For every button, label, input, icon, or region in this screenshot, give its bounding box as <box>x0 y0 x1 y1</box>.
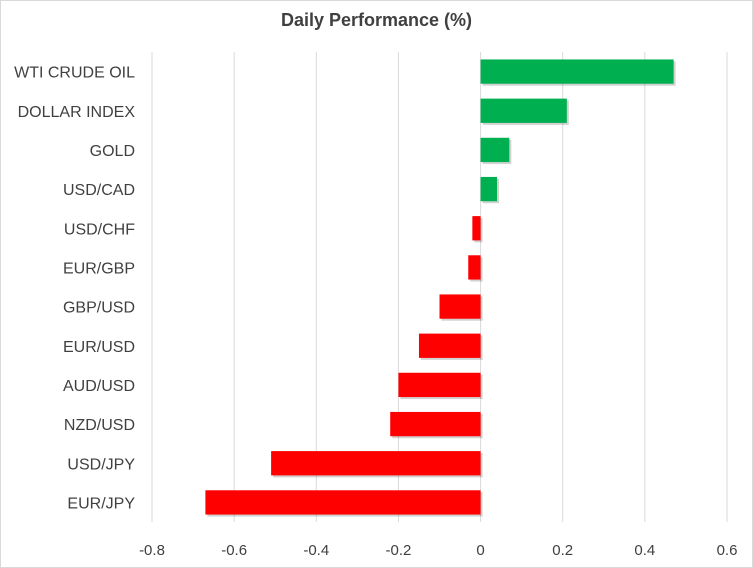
bars <box>205 59 676 517</box>
chart-title: Daily Performance (%) <box>280 10 473 30</box>
bar <box>480 98 567 123</box>
bar <box>480 137 510 163</box>
category-label: EUR/USD <box>63 339 135 356</box>
bar <box>480 59 674 84</box>
bar <box>390 411 481 437</box>
bar <box>472 216 481 241</box>
category-label: USD/CAD <box>63 182 135 199</box>
tick-label: 0.4 <box>634 542 655 559</box>
tick-label: -0.6 <box>221 542 247 559</box>
bar <box>205 490 481 515</box>
category-label: DOLLAR INDEX <box>18 104 136 121</box>
category-label: GBP/USD <box>63 300 135 317</box>
category-label: USD/CHF <box>64 221 135 238</box>
category-labels: WTI CRUDE OIL DOLLAR INDEX GOLD USD/CAD USD/… <box>14 65 135 513</box>
category-label: GOLD <box>90 143 135 160</box>
bar <box>439 294 481 319</box>
category-label: WTI CRUDE OIL <box>14 65 135 82</box>
tick-label: -0.8 <box>139 542 165 559</box>
bar <box>398 372 481 398</box>
category-label: USD/JPY <box>67 456 135 473</box>
tick-label: 0.2 <box>552 542 573 559</box>
gridlines <box>151 52 728 522</box>
category-label: NZD/USD <box>64 417 135 434</box>
tick-labels: -0.8 -0.6 -0.4 -0.2 0 0.2 0.4 0.6 <box>139 542 737 559</box>
bar <box>418 333 481 358</box>
tick-label: 0 <box>476 542 484 559</box>
category-label: AUD/USD <box>63 378 135 395</box>
bar <box>271 451 481 476</box>
tick-label: 0.6 <box>717 542 738 559</box>
category-label: EUR/JPY <box>67 495 135 512</box>
category-label: EUR/GBP <box>63 260 135 277</box>
bar <box>468 255 481 280</box>
bar <box>480 176 497 202</box>
tick-label: -0.2 <box>385 542 411 559</box>
tick-label: -0.4 <box>303 542 329 559</box>
